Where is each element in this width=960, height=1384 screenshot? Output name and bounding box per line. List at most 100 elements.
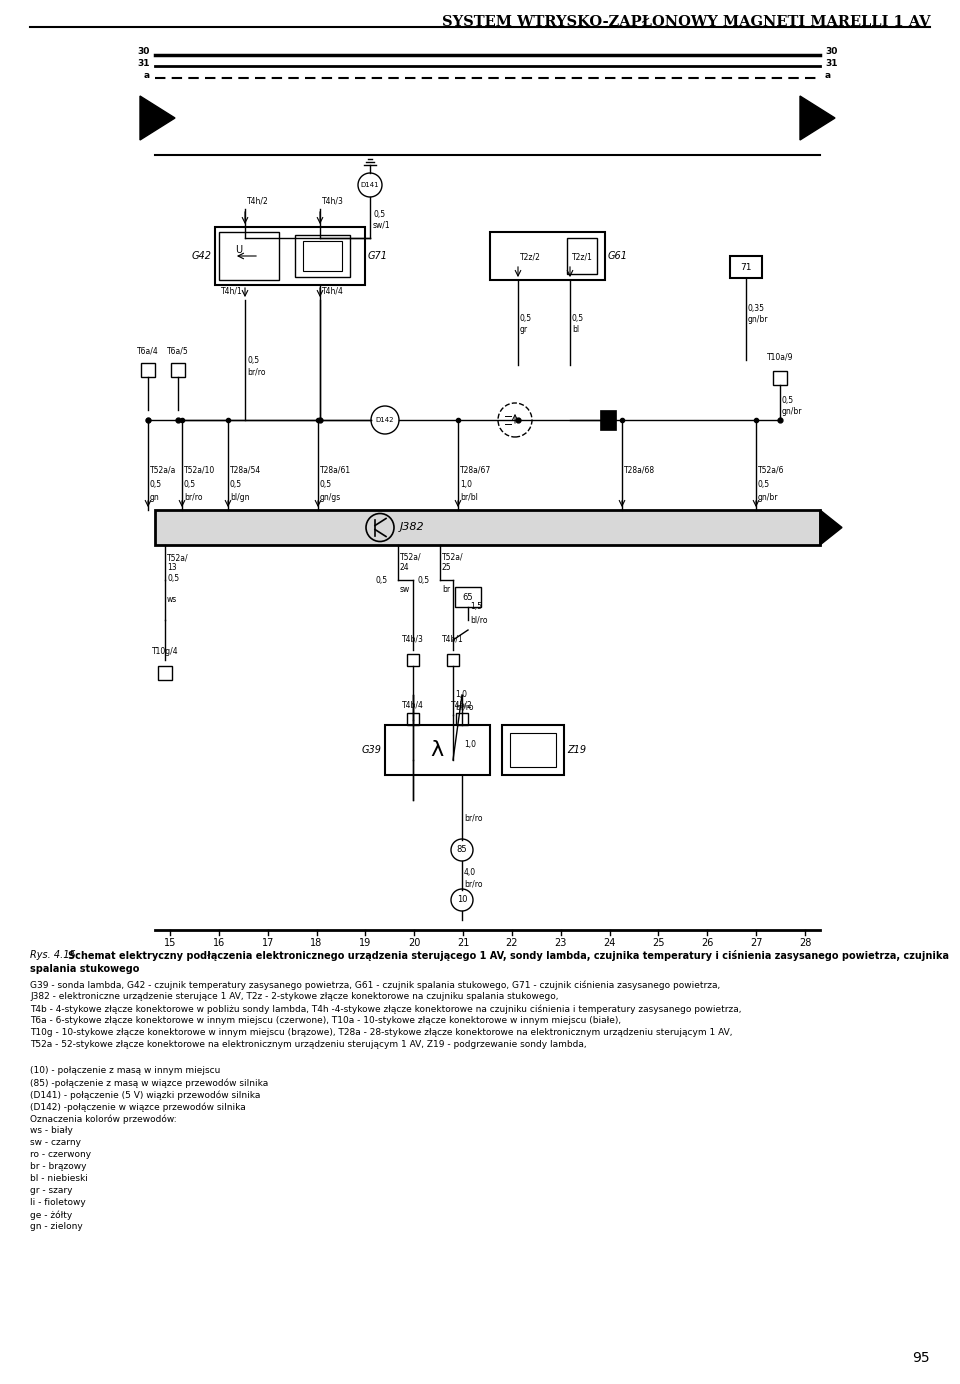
- Text: G71: G71: [368, 251, 388, 262]
- Text: a: a: [825, 71, 831, 79]
- Text: G61: G61: [608, 251, 628, 262]
- Text: 95: 95: [912, 1351, 930, 1365]
- Text: ws - biały: ws - biały: [30, 1127, 73, 1135]
- Bar: [171, 363, 185, 376]
- Bar: [158, 666, 172, 680]
- Text: T4h/2: T4h/2: [247, 197, 269, 205]
- Text: br/ro: br/ro: [464, 814, 483, 822]
- Bar: [141, 363, 155, 376]
- Text: bl: bl: [572, 325, 579, 335]
- Text: 30: 30: [137, 47, 150, 57]
- Text: T2z/2: T2z/2: [520, 253, 540, 262]
- Text: 0,5: 0,5: [520, 314, 532, 322]
- Text: T6a/5: T6a/5: [167, 346, 189, 356]
- Text: 65: 65: [463, 592, 473, 602]
- Polygon shape: [140, 95, 175, 140]
- Text: br: br: [442, 585, 450, 595]
- Text: 19: 19: [359, 938, 372, 948]
- Text: T4h/1: T4h/1: [221, 286, 243, 296]
- Text: 0,5: 0,5: [184, 480, 196, 490]
- Bar: [303, 241, 342, 271]
- Text: T4b/4: T4b/4: [402, 702, 424, 710]
- Text: 20: 20: [408, 938, 420, 948]
- Text: 31: 31: [825, 58, 837, 68]
- Polygon shape: [800, 95, 835, 140]
- Text: T2z/1: T2z/1: [572, 253, 593, 262]
- Text: bl/gn: bl/gn: [230, 493, 250, 501]
- Text: Schemat elektryczny podłączenia elektronicznego urządzenia sterującego 1 AV, son: Schemat elektryczny podłączenia elektron…: [68, 949, 949, 960]
- Text: gn/br: gn/br: [758, 493, 779, 501]
- Text: 0,5: 0,5: [167, 573, 180, 583]
- Text: 21: 21: [457, 938, 469, 948]
- Text: Z19: Z19: [567, 745, 587, 756]
- Text: sw - czarny: sw - czarny: [30, 1138, 81, 1147]
- Text: 24: 24: [400, 562, 410, 572]
- Text: ge - żółty: ge - żółty: [30, 1210, 72, 1219]
- Bar: [455, 587, 481, 608]
- Text: 4,0: 4,0: [464, 868, 476, 876]
- Text: (D142) -połączenie w wiązce przewodów silnika: (D142) -połączenie w wiązce przewodów si…: [30, 1102, 246, 1111]
- Bar: [773, 371, 787, 385]
- Bar: [730, 256, 762, 278]
- Text: T4b/2: T4b/2: [451, 702, 473, 710]
- Text: T52a - 52-stykowe złącze konektorowe na elektronicznym urządzeniu sterującym 1 A: T52a - 52-stykowe złącze konektorowe na …: [30, 1039, 587, 1049]
- Text: br/ro: br/ro: [464, 879, 483, 889]
- Text: a: a: [144, 71, 150, 79]
- Text: gn: gn: [150, 493, 159, 501]
- Text: T28a/54: T28a/54: [230, 465, 261, 475]
- Text: gr: gr: [520, 325, 528, 335]
- Bar: [490, 233, 605, 280]
- Text: 17: 17: [261, 938, 274, 948]
- Text: 0,5: 0,5: [758, 480, 770, 490]
- Text: 1,5: 1,5: [470, 602, 482, 612]
- Text: 71: 71: [740, 263, 752, 271]
- Text: SYSTEM WTRYSKO-ZAPŁONOWY MAGNETI MARELLI 1 AV: SYSTEM WTRYSKO-ZAPŁONOWY MAGNETI MARELLI…: [442, 15, 930, 29]
- Text: T4b/1: T4b/1: [443, 635, 464, 644]
- Text: 85: 85: [457, 846, 468, 854]
- Text: 25: 25: [652, 938, 664, 948]
- Text: 23: 23: [555, 938, 567, 948]
- Text: 0,5: 0,5: [373, 210, 385, 220]
- Text: 10: 10: [457, 895, 468, 905]
- Text: T52a/: T52a/: [400, 552, 421, 562]
- Text: G42: G42: [192, 251, 212, 262]
- Bar: [219, 233, 279, 280]
- Polygon shape: [820, 509, 842, 545]
- Text: 22: 22: [506, 938, 518, 948]
- Text: T6a - 6-stykowe złącze konektorowe w innym miejscu (czerwone), T10a - 10-stykowe: T6a - 6-stykowe złącze konektorowe w inn…: [30, 1016, 621, 1026]
- Text: br/ro: br/ro: [184, 493, 203, 501]
- Text: T52a/6: T52a/6: [758, 465, 784, 475]
- Text: 16: 16: [213, 938, 225, 948]
- Text: (10) - połączenie z masą w innym miejscu: (10) - połączenie z masą w innym miejscu: [30, 1066, 221, 1075]
- Text: sw/1: sw/1: [373, 220, 391, 230]
- Text: gn/br: gn/br: [782, 407, 803, 417]
- Text: 18: 18: [310, 938, 323, 948]
- Text: gr - szary: gr - szary: [30, 1186, 73, 1194]
- Text: G39: G39: [362, 745, 382, 756]
- Bar: [215, 227, 365, 285]
- Bar: [155, 509, 820, 545]
- Text: sw: sw: [400, 585, 410, 595]
- Text: Oznaczenia kolorów przewodów:: Oznaczenia kolorów przewodów:: [30, 1114, 177, 1124]
- Text: 0,5: 0,5: [230, 480, 242, 490]
- Text: (D141) - połączenie (5 V) wiązki przewodów silnika: (D141) - połączenie (5 V) wiązki przewod…: [30, 1091, 260, 1099]
- Text: 1,0: 1,0: [464, 740, 476, 750]
- Text: ro - czerwony: ro - czerwony: [30, 1150, 91, 1158]
- Text: 27: 27: [750, 938, 762, 948]
- Text: 15: 15: [164, 938, 177, 948]
- Text: bl/ro: bl/ro: [470, 616, 488, 624]
- Text: 26: 26: [701, 938, 713, 948]
- Bar: [385, 725, 490, 775]
- Text: J382: J382: [400, 523, 424, 533]
- Text: J382 - elektroniczne urządzenie sterujące 1 AV, T2z - 2-stykowe złącze konektoro: J382 - elektroniczne urządzenie sterując…: [30, 992, 559, 1001]
- Text: gn - zielony: gn - zielony: [30, 1222, 83, 1230]
- Text: 31: 31: [137, 58, 150, 68]
- Text: 0,5: 0,5: [320, 480, 332, 490]
- Text: spalania stukowego: spalania stukowego: [30, 965, 139, 974]
- Text: 1,0: 1,0: [460, 480, 472, 490]
- Text: T4b - 4-stykowe złącze konektorowe w pobliżu sondy lambda, T4h -4-stykowe złącze: T4b - 4-stykowe złącze konektorowe w pob…: [30, 1003, 741, 1013]
- Bar: [456, 713, 468, 725]
- Text: gn/gs: gn/gs: [320, 493, 341, 501]
- Text: ws: ws: [167, 595, 178, 605]
- Text: br/ro: br/ro: [247, 368, 266, 376]
